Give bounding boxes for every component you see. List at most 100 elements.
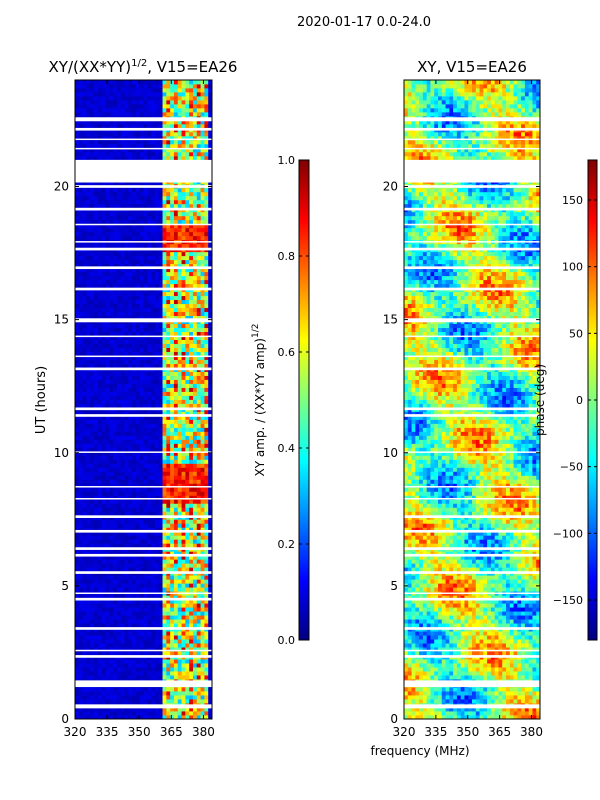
- left-heatmap-cell: [78, 483, 84, 488]
- left-heatmap-cell: [181, 235, 186, 241]
- left-heatmap-cell: [75, 355, 80, 360]
- left-heatmap-cell: [105, 371, 110, 376]
- left-heatmap-cell: [128, 575, 133, 580]
- left-heatmap-cell: [173, 479, 179, 484]
- left-heatmap-cell: [135, 351, 141, 356]
- left-heatmap-cell: [139, 339, 144, 344]
- left-heatmap-cell: [116, 359, 122, 364]
- left-heatmap-cell: [135, 255, 141, 261]
- left-heatmap-cell: [120, 691, 125, 696]
- left-heatmap-cell: [109, 219, 114, 225]
- left-heatmap-cell: [189, 299, 194, 305]
- left-heatmap-cell: [162, 687, 167, 692]
- left-heatmap-cell: [135, 399, 141, 404]
- left-heatmap-cell: [94, 651, 99, 656]
- left-heatmap-cell: [82, 199, 87, 205]
- left-heatmap-cell: [90, 339, 95, 344]
- left-heatmap-cell: [109, 307, 114, 313]
- left-heatmap-cell: [124, 499, 129, 504]
- left-heatmap-cell: [101, 251, 106, 257]
- left-heatmap-cell: [86, 351, 91, 356]
- left-heatmap-cell: [82, 527, 87, 532]
- left-heatmap-cell: [208, 419, 213, 424]
- left-heatmap-cell: [105, 263, 110, 269]
- left-heatmap-cell: [82, 511, 87, 516]
- left-heatmap-cell: [208, 695, 213, 700]
- left-heatmap-cell: [162, 267, 167, 273]
- left-heatmap-cell: [204, 667, 209, 672]
- left-heatmap-cell: [75, 291, 80, 297]
- left-heatmap-cell: [196, 491, 201, 496]
- left-heatmap-cell: [189, 203, 194, 209]
- left-heatmap-cell: [158, 335, 163, 340]
- left-heatmap-cell: [181, 403, 186, 408]
- left-heatmap-cell: [189, 643, 194, 648]
- left-heatmap-cell: [185, 219, 190, 225]
- left-heatmap-cell: [151, 495, 156, 500]
- left-heatmap-cell: [97, 559, 103, 564]
- left-heatmap-cell: [147, 691, 152, 696]
- left-heatmap-cell: [173, 339, 179, 344]
- left-heatmap-cell: [135, 291, 141, 297]
- left-heatmap-cell: [113, 363, 118, 368]
- left-heatmap-cell: [128, 411, 133, 416]
- left-heatmap-cell: [177, 255, 182, 261]
- left-heatmap-cell: [170, 595, 175, 600]
- left-heatmap-cell: [82, 455, 87, 460]
- left-heatmap-cell: [97, 663, 103, 668]
- left-heatmap-cell: [135, 231, 141, 237]
- left-heatmap-cell: [147, 715, 152, 720]
- left-heatmap-cell: [86, 271, 91, 277]
- left-heatmap-cell: [151, 583, 156, 588]
- left-heatmap-cell: [147, 667, 152, 672]
- left-heatmap-cell: [177, 567, 182, 572]
- left-heatmap-cell: [124, 507, 129, 512]
- left-heatmap-cell: [120, 347, 125, 352]
- left-heatmap-cell: [113, 555, 118, 560]
- left-heatmap-cell: [181, 535, 186, 540]
- left-heatmap-cell: [170, 447, 175, 452]
- left-heatmap-cell: [189, 279, 194, 285]
- left-heatmap-cell: [151, 355, 156, 360]
- left-heatmap-cell: [151, 579, 156, 584]
- left-heatmap-cell: [101, 311, 106, 317]
- left-heatmap-cell: [196, 219, 201, 225]
- left-heatmap-cell: [82, 623, 87, 628]
- left-heatmap-cell: [151, 639, 156, 644]
- left-heatmap-cell: [162, 675, 167, 680]
- left-heatmap-cell: [177, 559, 182, 564]
- left-heatmap-cell: [86, 263, 91, 269]
- left-heatmap-cell: [78, 187, 84, 193]
- left-heatmap-cell: [101, 307, 106, 313]
- left-heatmap-cell: [109, 543, 114, 548]
- left-heatmap-cell: [200, 531, 205, 536]
- left-heatmap-cell: [196, 335, 201, 340]
- left-heatmap-cell: [90, 567, 95, 572]
- left-heatmap-cell: [185, 435, 190, 440]
- left-heatmap-cell: [97, 431, 103, 436]
- left-heatmap-cell: [132, 527, 137, 532]
- left-heatmap-cell: [94, 359, 99, 364]
- left-heatmap-cell: [78, 587, 84, 592]
- left-heatmap-cell: [158, 699, 163, 704]
- left-heatmap-cell: [208, 551, 213, 556]
- left-heatmap-cell: [185, 687, 190, 692]
- left-heatmap-cell: [97, 415, 103, 420]
- left-heatmap-cell: [143, 471, 148, 476]
- left-heatmap-cell: [109, 415, 114, 420]
- left-heatmap-cell: [101, 327, 106, 332]
- left-heatmap-cell: [90, 311, 95, 317]
- left-heatmap-cell: [173, 579, 179, 584]
- left-heatmap-cell: [204, 251, 209, 257]
- left-heatmap-cell: [151, 695, 156, 700]
- left-heatmap-cell: [204, 423, 209, 428]
- left-heatmap-cell: [139, 419, 144, 424]
- left-heatmap-cell: [147, 579, 152, 584]
- left-heatmap-cell: [105, 575, 110, 580]
- left-heatmap-cell: [154, 251, 160, 257]
- left-heatmap-cell: [109, 471, 114, 476]
- left-heatmap-cell: [143, 527, 148, 532]
- left-heatmap-cell: [120, 351, 125, 356]
- left-heatmap-cell: [113, 383, 118, 388]
- left-heatmap-cell: [101, 583, 106, 588]
